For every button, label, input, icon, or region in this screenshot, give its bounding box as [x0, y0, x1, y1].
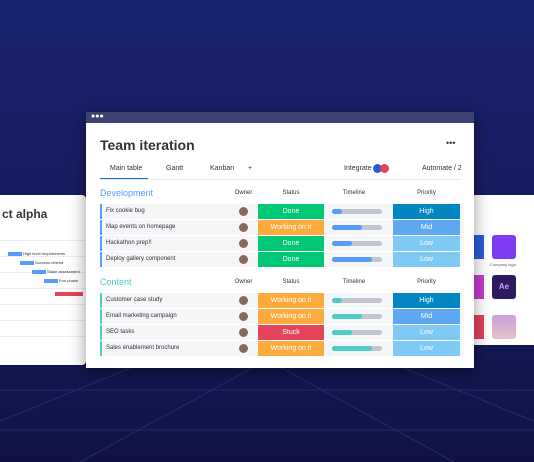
- gantt-line: [0, 336, 86, 337]
- board-card: ●●● Team iteration ••• Main table Gantt Ka…: [86, 112, 474, 368]
- column-header: Priority: [417, 279, 436, 285]
- tab[interactable]: Gantt: [166, 165, 184, 172]
- column-header: Owner: [234, 279, 253, 285]
- owner-avatar: [239, 223, 248, 232]
- task-name: Hackathon prep!!: [106, 240, 152, 246]
- priority-cell: Mid: [393, 309, 460, 324]
- image-tile: [492, 315, 516, 339]
- right-card: Ae Company logo: [470, 195, 534, 345]
- timeline-track: [332, 298, 382, 303]
- gantt-line: [0, 320, 86, 321]
- status-cell: Done: [258, 236, 324, 251]
- timeline-fill: [332, 298, 342, 303]
- tab[interactable]: +: [248, 165, 253, 172]
- gantt-label: High level requirements: [23, 251, 66, 256]
- status-cell: Done: [258, 252, 324, 267]
- owner-avatar: [239, 312, 248, 321]
- gantt-bar: [44, 279, 58, 283]
- task-name: Fix cookie bug: [106, 208, 145, 214]
- gantt-bar: [8, 252, 22, 256]
- status-cell: Done: [258, 204, 324, 219]
- timeline-track: [332, 209, 382, 214]
- owner-avatar: [239, 207, 248, 216]
- task-name: Email marketing campaign: [106, 313, 177, 319]
- group-name: Development: [100, 188, 154, 198]
- timeline-fill: [332, 314, 362, 319]
- column-header: Status: [282, 190, 300, 196]
- gantt-line: [0, 288, 86, 289]
- owner-avatar: [239, 328, 248, 337]
- image-tile: [492, 235, 516, 259]
- owner-avatar: [239, 255, 248, 264]
- column-header: Priority: [417, 190, 436, 196]
- tile-caption: Company logo: [490, 262, 516, 267]
- owner-avatar: [239, 296, 248, 305]
- status-cell: Working on it: [258, 309, 324, 324]
- priority-cell: High: [393, 293, 460, 308]
- task-name: Sales enablement brochure: [106, 345, 180, 351]
- left-card: ct alpha High level requirements Success …: [0, 195, 86, 365]
- tab[interactable]: Kanban: [210, 165, 235, 172]
- priority-cell: Mid: [393, 220, 460, 235]
- floor-grid: [0, 360, 534, 462]
- gantt-label: Success criteria: [35, 260, 64, 265]
- divider: [100, 179, 460, 180]
- task-name: Map events on homepage: [106, 224, 176, 230]
- priority-cell: Low: [393, 341, 460, 356]
- column-header: Status: [282, 279, 300, 285]
- priority-cell: Low: [393, 252, 460, 267]
- automate[interactable]: Automate / 2: [422, 165, 462, 172]
- priority-cell: Low: [393, 236, 460, 251]
- integrate[interactable]: Integrate: [344, 165, 372, 172]
- app-icon: [373, 164, 382, 173]
- timeline-track: [332, 241, 382, 246]
- gantt-line: [0, 256, 86, 257]
- task-name: Customer case study: [106, 297, 163, 303]
- gantt-label: End phase: [59, 278, 79, 283]
- app-icon: [380, 164, 389, 173]
- column-header: Timeline: [342, 279, 366, 285]
- gantt-bar: [20, 261, 34, 265]
- timeline-fill: [332, 225, 362, 230]
- task-name: SEO tasks: [106, 329, 135, 335]
- priority-cell: Low: [393, 325, 460, 340]
- owner-avatar: [239, 344, 248, 353]
- status-cell: Working on it: [258, 341, 324, 356]
- gantt-line: [0, 240, 86, 241]
- ae-tile: Ae: [492, 275, 516, 299]
- tab[interactable]: Main table: [110, 165, 143, 172]
- column-header: Timeline: [342, 190, 366, 196]
- priority-cell: High: [393, 204, 460, 219]
- gantt-label: Stake assessment: [47, 269, 80, 274]
- board-title: Team iteration: [100, 137, 195, 153]
- column-header: Owner: [234, 190, 253, 196]
- gantt-bar: [32, 270, 46, 274]
- window-bar: ●●●: [86, 112, 474, 123]
- gantt-bar: [55, 292, 83, 296]
- status-cell: Stuck: [258, 325, 324, 340]
- owner-avatar: [239, 239, 248, 248]
- timeline-fill: [332, 330, 352, 335]
- status-cell: Working on it: [258, 293, 324, 308]
- timeline-fill: [332, 209, 342, 214]
- group-name: Content: [100, 277, 132, 287]
- timeline-fill: [332, 241, 352, 246]
- timeline-fill: [332, 346, 372, 351]
- menu[interactable]: •••: [446, 138, 456, 148]
- gantt-line: [0, 304, 86, 305]
- timeline-fill: [332, 257, 372, 262]
- left-card-title: ct alpha: [2, 207, 48, 221]
- task-name: Deploy gallery component: [106, 256, 176, 262]
- status-cell: Working on it: [258, 220, 324, 235]
- timeline-track: [332, 330, 382, 335]
